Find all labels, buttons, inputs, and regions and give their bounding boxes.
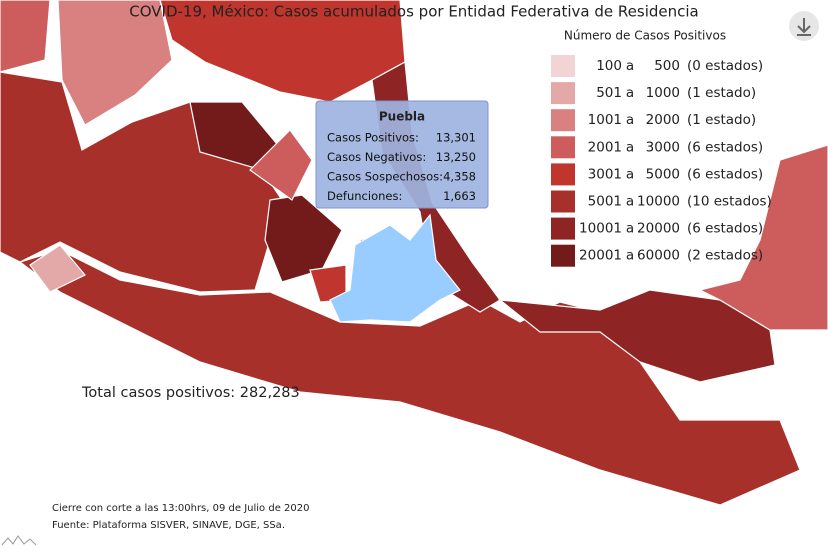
legend-sep: a bbox=[626, 58, 634, 74]
legend-count: (10 estados) bbox=[687, 194, 772, 210]
region bbox=[29, 244, 86, 293]
legend-count: (6 estados) bbox=[687, 221, 763, 237]
legend-low: 20001 bbox=[579, 248, 622, 264]
note: Cierre con corte a las 13:00hrs, 09 de J… bbox=[52, 503, 309, 514]
tooltip-value: 13,301 bbox=[436, 131, 476, 145]
tooltip-label: Casos Sospechosos: bbox=[327, 170, 443, 184]
tooltip: Puebla Casos Positivos: 13,301 Casos Negat… bbox=[315, 100, 489, 209]
legend-sep: a bbox=[626, 85, 634, 101]
legend-title: Número de Casos Positivos bbox=[564, 29, 726, 43]
legend-swatch bbox=[551, 109, 575, 132]
region bbox=[498, 289, 776, 383]
region bbox=[18, 249, 801, 506]
legend-count: (1 estado) bbox=[687, 112, 756, 128]
legend-high: 20000 bbox=[637, 221, 680, 237]
legend-high: 5000 bbox=[646, 166, 680, 182]
legend-high: 3000 bbox=[646, 139, 680, 155]
region bbox=[249, 129, 313, 201]
legend-low: 3001 bbox=[588, 166, 622, 182]
legend-sep: a bbox=[626, 248, 634, 264]
map bbox=[0, 0, 828, 506]
legend-sep: a bbox=[626, 139, 634, 155]
tooltip-value: 4,358 bbox=[443, 170, 476, 184]
legend-high: 500 bbox=[654, 58, 680, 74]
legend-low: 100 bbox=[596, 58, 622, 74]
tooltip-label: Casos Negativos: bbox=[327, 150, 426, 164]
logo bbox=[1, 535, 37, 546]
legend-low: 1001 bbox=[588, 112, 622, 128]
legend-swatch bbox=[551, 136, 575, 159]
region bbox=[698, 144, 828, 331]
legend-sep: a bbox=[626, 112, 634, 128]
tooltip-value: 1,663 bbox=[443, 189, 476, 203]
region bbox=[57, 0, 173, 126]
legend-sep: a bbox=[626, 166, 634, 182]
tooltip-label: Casos Positivos: bbox=[327, 131, 419, 145]
legend-high: 1000 bbox=[646, 85, 680, 101]
legend-low: 501 bbox=[596, 85, 622, 101]
region bbox=[0, 0, 51, 73]
region-highlighted[interactable] bbox=[329, 213, 461, 323]
legend-high: 10000 bbox=[637, 194, 680, 210]
legend-count: (6 estados) bbox=[687, 166, 763, 182]
note: Fuente: Plataforma SISVER, SINAVE, DGE, … bbox=[52, 520, 285, 531]
legend-high: 2000 bbox=[646, 112, 680, 128]
tooltip-title: Puebla bbox=[379, 110, 425, 124]
legend-low: 5001 bbox=[588, 194, 622, 210]
legend: 100 a 500 (0 estados)501 a 1000 (1 estado)1001… bbox=[551, 55, 772, 267]
legend-swatch bbox=[551, 244, 575, 267]
legend-count: (0 estados) bbox=[687, 58, 763, 74]
legend-low: 10001 bbox=[579, 221, 622, 237]
legend-high: 60000 bbox=[637, 248, 680, 264]
legend-swatch bbox=[551, 217, 575, 240]
legend-count: (2 estados) bbox=[687, 248, 763, 264]
tooltip-label: Defunciones: bbox=[327, 189, 402, 203]
legend-swatch bbox=[551, 190, 575, 213]
legend-swatch bbox=[551, 163, 575, 186]
legend-count: (1 estado) bbox=[687, 85, 756, 101]
download-button[interactable] bbox=[789, 11, 819, 41]
total-text: Total casos positivos: 282,283 bbox=[81, 385, 300, 401]
legend-swatch bbox=[551, 82, 575, 105]
legend-low: 2001 bbox=[588, 139, 622, 155]
tooltip-value: 13,250 bbox=[436, 150, 476, 164]
map-title: COVID-19, México: Casos acumulados por E… bbox=[129, 3, 698, 21]
legend-sep: a bbox=[626, 221, 634, 237]
legend-count: (6 estados) bbox=[687, 139, 763, 155]
legend-swatch bbox=[551, 55, 575, 77]
legend-sep: a bbox=[626, 194, 634, 210]
